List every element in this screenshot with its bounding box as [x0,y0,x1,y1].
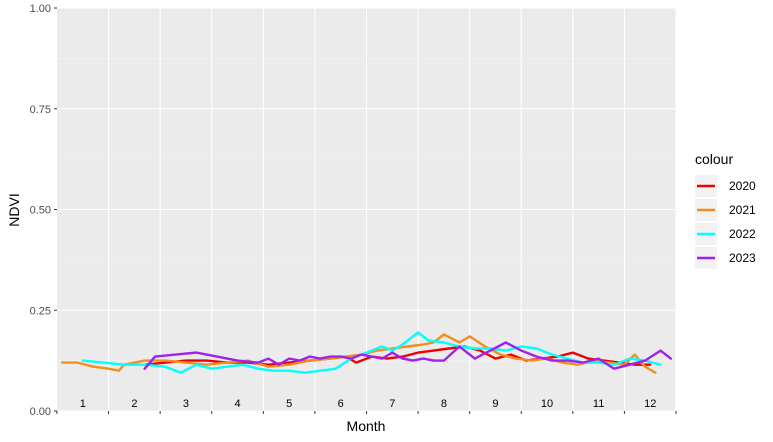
x-tick-label: 10 [541,398,553,410]
x-tick-label: 8 [441,398,447,410]
x-tick-labels: 1 2 3 4 5 6 7 8 9 10 11 12 [80,398,657,410]
legend-title: colour [695,151,733,167]
x-tick-label: 5 [286,398,292,410]
series-line-2022 [81,331,662,374]
x-tick-label: 11 [593,398,604,410]
y-tick-label: 0.25 [30,305,51,317]
series-line-2023 [143,341,672,370]
x-tick-label: 3 [183,398,189,410]
y-tick-label: 1.00 [30,3,51,15]
grid-major [57,7,677,412]
y-axis-ticks: 0.00 0.25 0.50 0.75 1.00 [30,3,57,418]
x-tick-label: 4 [234,398,240,410]
y-axis-title: NDVI [6,193,22,226]
x-axis-title: Month [347,418,386,434]
legend-items: 2020 2021 2022 2023 [695,175,756,269]
y-tick-label: 0.75 [30,104,51,116]
x-tick-label: 9 [492,398,498,410]
x-tick-label: 1 [80,398,86,410]
legend: colour 2020 2021 2022 2023 [695,151,756,269]
y-tick-label: 0.50 [30,205,51,217]
x-tick-label: 2 [131,398,137,410]
x-tick-label: 7 [389,398,395,410]
x-tick-label: 12 [644,398,656,410]
legend-label-2020: 2020 [729,179,756,193]
x-tick-label: 6 [338,398,344,410]
series-lines [61,331,672,374]
y-tick-label: 0.00 [30,406,51,418]
x-axis-ticks [56,411,677,414]
legend-label-2023: 2023 [729,251,756,265]
legend-label-2022: 2022 [729,227,756,241]
legend-label-2021: 2021 [729,203,756,217]
